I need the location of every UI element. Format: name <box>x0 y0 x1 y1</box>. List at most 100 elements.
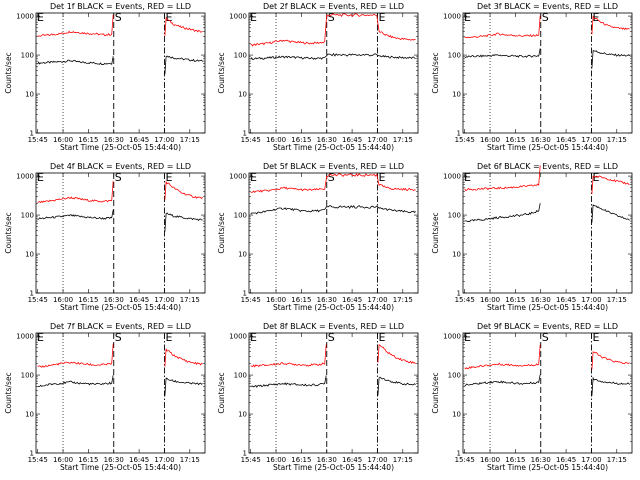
chart-svg-1: Det 1f BLACK = Events, RED = LLD 1 10 100 10… <box>4 2 206 152</box>
x-tick-label: 16:00 <box>266 296 286 304</box>
chart-title-2: Det 2f BLACK = Events, RED = LLD <box>263 2 404 11</box>
marker-label-S: S <box>115 171 122 184</box>
series-events-trace <box>250 52 416 61</box>
y-tick-label: 1000 <box>443 333 461 341</box>
series-lld-trace <box>37 343 203 368</box>
x-tick-label: 16:45 <box>129 296 149 304</box>
x-tick-label: 17:15 <box>393 296 413 304</box>
corner-marker-E: E <box>464 171 471 184</box>
x-tick-label: 17:15 <box>180 456 200 464</box>
y-tick-label: 10 <box>25 91 34 99</box>
x-tick-label: 16:00 <box>53 136 73 144</box>
y-tick-label: 10 <box>25 251 34 259</box>
x-tick-label: 16:00 <box>53 456 73 464</box>
series-events-trace <box>250 375 416 396</box>
x-tick-label: 16:45 <box>129 456 149 464</box>
detector-panel-2: Det 2f BLACK = Events, RED = LLD 1 10 100 10… <box>213 0 426 160</box>
detector-panel-4: Det 4f BLACK = Events, RED = LLD 1 10 100 10… <box>0 160 213 320</box>
plot-frame <box>462 332 633 454</box>
x-tick-label: 17:15 <box>607 296 627 304</box>
series-lld-trace <box>37 180 203 204</box>
marker-label-E: E <box>165 331 172 344</box>
x-tick-label: 15:45 <box>28 296 48 304</box>
marker-label-E: E <box>165 11 172 24</box>
corner-marker-E: E <box>37 331 44 344</box>
detector-panel-3: Det 3f BLACK = Events, RED = LLD 1 10 100 10… <box>427 0 640 160</box>
x-tick-label: 17:15 <box>607 136 627 144</box>
x-tick-label: 16:00 <box>480 136 500 144</box>
x-tick-label: 16:45 <box>556 456 576 464</box>
x-tick-label: 16:00 <box>480 456 500 464</box>
x-tick-label: 16:30 <box>531 296 551 304</box>
plot-frame <box>248 12 419 134</box>
chart-svg-5: Det 5f BLACK = Events, RED = LLD 1 10 100 10… <box>217 162 419 312</box>
y-tick-label: 10 <box>452 411 461 419</box>
y-tick-label: 1 <box>243 290 247 298</box>
y-tick-label: 1000 <box>16 13 34 21</box>
series-lld-trace <box>464 15 630 39</box>
plot-frame <box>462 12 633 134</box>
x-tick-label: 16:45 <box>129 136 149 144</box>
y-tick-label: 10 <box>452 251 461 259</box>
x-tick-label: 17:00 <box>154 136 174 144</box>
plot-frame <box>35 12 206 134</box>
marker-label-S: S <box>328 11 335 24</box>
corner-marker-E: E <box>37 171 44 184</box>
x-tick-label: 16:15 <box>291 296 311 304</box>
x-tick-label: 16:45 <box>342 136 362 144</box>
y-axis-label: Counts/sec <box>217 52 226 93</box>
chart-title-5: Det 5f BLACK = Events, RED = LLD <box>263 162 404 171</box>
y-tick-label: 10 <box>238 411 247 419</box>
marker-label-S: S <box>328 171 335 184</box>
series-events-trace <box>37 55 203 75</box>
x-tick-label: 15:45 <box>455 456 475 464</box>
x-tick-label: 16:15 <box>78 456 98 464</box>
x-axis-label: Start Time (25-Oct-05 15:44:40) <box>487 143 608 152</box>
x-tick-label: 17:00 <box>154 296 174 304</box>
y-tick-label: 10 <box>452 91 461 99</box>
x-tick-label: 17:15 <box>393 456 413 464</box>
x-tick-label: 15:45 <box>241 136 261 144</box>
x-tick-label: 16:30 <box>104 296 124 304</box>
x-tick-label: 15:45 <box>455 296 475 304</box>
y-axis-label: Counts/sec <box>4 52 13 93</box>
x-tick-label: 15:45 <box>28 456 48 464</box>
plot-frame <box>248 172 419 294</box>
x-tick-label: 17:00 <box>367 296 387 304</box>
detector-panel-7: Det 7f BLACK = Events, RED = LLD 1 10 100 10… <box>0 320 213 480</box>
y-axis-label: Counts/sec <box>431 212 440 253</box>
x-tick-label: 17:00 <box>367 456 387 464</box>
marker-label-E: E <box>378 171 385 184</box>
chart-svg-3: Det 3f BLACK = Events, RED = LLD 1 10 100 10… <box>431 2 633 152</box>
series-lld-trace <box>37 14 203 37</box>
x-tick-label: 15:45 <box>28 136 48 144</box>
y-tick-label: 100 <box>448 372 461 380</box>
x-tick-label: 16:00 <box>53 296 73 304</box>
x-tick-label: 17:15 <box>180 296 200 304</box>
chart-title-8: Det 8f BLACK = Events, RED = LLD <box>263 322 404 331</box>
x-tick-label: 16:30 <box>531 136 551 144</box>
marker-label-E: E <box>378 331 385 344</box>
series-lld-trace <box>250 173 416 194</box>
y-tick-label: 100 <box>21 212 34 220</box>
y-axis-label: Counts/sec <box>4 372 13 413</box>
x-tick-label: 17:00 <box>367 136 387 144</box>
detector-panel-1: Det 1f BLACK = Events, RED = LLD 1 10 100 10… <box>0 0 213 160</box>
marker-label-E: E <box>378 11 385 24</box>
x-axis-label: Start Time (25-Oct-05 15:44:40) <box>60 463 181 472</box>
y-axis-label: Counts/sec <box>217 372 226 413</box>
y-tick-label: 1000 <box>229 173 247 181</box>
y-tick-label: 100 <box>448 212 461 220</box>
corner-marker-E: E <box>250 11 257 24</box>
chart-title-7: Det 7f BLACK = Events, RED = LLD <box>50 322 191 331</box>
y-tick-label: 1000 <box>229 13 247 21</box>
corner-marker-E: E <box>464 11 471 24</box>
x-tick-label: 16:15 <box>78 296 98 304</box>
y-tick-label: 1000 <box>229 333 247 341</box>
y-tick-label: 100 <box>234 372 247 380</box>
x-tick-label: 16:45 <box>556 136 576 144</box>
x-axis-label: Start Time (25-Oct-05 15:44:40) <box>60 303 181 312</box>
series-events-trace <box>464 48 630 69</box>
y-tick-label: 1 <box>457 130 461 138</box>
